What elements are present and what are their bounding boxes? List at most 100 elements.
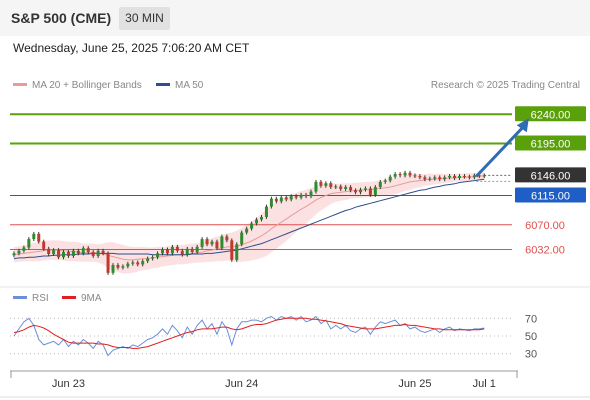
candle [205,237,209,247]
candle [413,173,417,178]
candle [126,261,130,269]
candle-body [52,250,56,255]
candle [17,248,21,256]
candle-body [62,252,65,258]
legend-ma20-label: MA 20 + Bollinger Bands [32,80,142,91]
candle-body [264,206,268,217]
candle-body [185,248,189,255]
candle [136,260,140,267]
candle-body [141,261,145,265]
candle [438,175,442,182]
candle-body [462,176,466,178]
candle [309,189,313,199]
candle-body [274,198,278,202]
candle [210,239,214,247]
candle-body [428,178,432,180]
candle-body [71,250,75,256]
candle-body [37,233,41,242]
candle [42,239,46,251]
candle-body [255,219,259,224]
candle [170,244,174,256]
candle-body [408,172,412,176]
candle-body [146,258,150,262]
candle [81,246,85,256]
legend-rsi: RSI [13,293,49,304]
candle [250,221,254,231]
candle [344,185,348,191]
candle-body [111,265,115,273]
level-tag-6146.00 [515,167,586,183]
candle [235,242,239,262]
candle [111,263,115,275]
candle-body [190,248,194,253]
candle-body [210,241,214,245]
candle-body [235,244,239,260]
candle-body [433,177,437,179]
candle [101,248,105,256]
candle-body [81,248,85,254]
candle-body [467,176,471,178]
candle-body [195,246,199,253]
rsi-ma-line [13,317,485,349]
candle [349,185,353,193]
x-tick-label: Jul 1 [473,378,496,390]
candle-body [131,262,135,264]
candle-body [180,250,184,255]
candle [156,251,160,260]
candle [378,179,382,190]
candle-body [279,197,283,202]
timeframe-button[interactable]: 30 MIN [119,7,170,30]
candle [12,251,16,258]
candle [66,250,70,258]
legend-rsi-label: RSI [32,293,49,304]
candle [185,246,189,257]
candle-body [91,252,95,256]
candle-body [42,241,46,249]
candle [190,246,194,255]
candle [52,248,56,256]
candle-body [32,233,36,240]
candle [131,260,135,266]
rsi-tick-50: 50 [525,331,537,343]
candle-body [17,250,21,254]
candle-body [304,194,308,197]
candle [368,186,372,197]
candle [215,239,219,251]
candle-body [294,196,298,198]
candle [428,176,432,182]
candle [175,244,179,253]
candle [151,255,155,261]
candle [240,230,244,247]
candle-body [106,253,110,273]
candle [398,172,402,178]
candle [289,194,293,202]
candle [180,248,184,257]
candle-body [22,247,26,251]
level-label-6070.00: 6070.00 [525,220,565,232]
candle [423,175,427,182]
candle [62,250,65,260]
candle [269,196,273,209]
candle [433,175,437,181]
candle-body [57,250,61,258]
candle-body [170,246,174,254]
candle [408,170,412,178]
instrument-title: S&P 500 (CME) [11,10,112,26]
candle-body [126,263,130,267]
candle-body [121,266,125,268]
candle-body [378,181,382,188]
candle [383,178,387,184]
candle [245,226,249,235]
candle [274,196,278,204]
header-bar: S&P 500 (CME) 30 MIN [0,0,590,36]
candle [458,174,461,180]
candle [324,181,328,188]
candle [37,231,41,244]
candle-body [151,257,155,259]
candle [47,246,51,256]
candle-body [66,252,70,256]
candle-body [403,172,407,176]
candle-body [477,175,481,177]
legend-ma50: MA 50 [156,80,203,91]
